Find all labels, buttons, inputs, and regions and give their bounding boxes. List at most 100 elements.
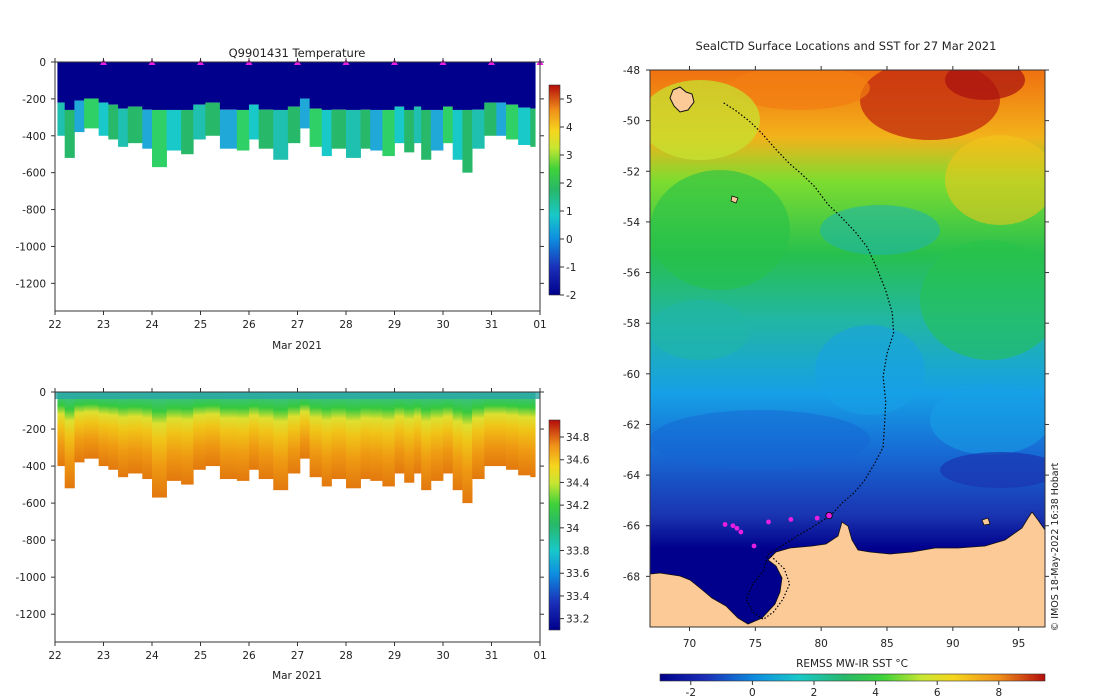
salinity-profile-column <box>273 392 289 491</box>
salinity-colorbar-label: 33.4 <box>566 591 590 603</box>
temperature-deep-layer <box>413 106 422 144</box>
temperature-profile-column <box>394 62 405 144</box>
temperature-colorbar-label: 4 <box>566 122 573 134</box>
temperature-deep-layer <box>118 108 129 147</box>
map-colorbar-label: 2 <box>811 687 818 699</box>
map-ytick-label: -52 <box>623 166 640 178</box>
salinity-profile-column <box>287 392 301 474</box>
salinity-profile-column <box>108 392 119 470</box>
salinity-ytick-label: -200 <box>22 424 46 436</box>
temperature-cold-layer <box>219 62 238 110</box>
salinity-profile-column <box>452 392 463 491</box>
map-ytick-label: -68 <box>623 571 640 583</box>
salinity-profile-column <box>98 392 109 467</box>
temperature-profile-column <box>530 62 536 147</box>
salinity-xtick-label: 24 <box>145 650 159 662</box>
temperature-ytick-label: -600 <box>22 168 46 180</box>
temperature-deep-layer <box>462 109 473 173</box>
temperature-profiles <box>57 62 536 173</box>
salinity-profile-column <box>394 392 405 474</box>
temperature-profile-column <box>421 62 432 160</box>
temperature-colorbar-label: -1 <box>566 262 576 274</box>
salinity-colorbar-label: 34.8 <box>566 432 589 444</box>
temperature-cold-layer <box>205 62 221 103</box>
temperature-deep-layer <box>382 109 395 157</box>
temperature-cold-layer <box>118 62 129 109</box>
salinity-profile-column <box>530 392 536 478</box>
salinity-profile-column <box>382 392 395 487</box>
temperature-cold-layer <box>236 62 250 110</box>
temperature-cold-layer <box>518 62 531 108</box>
map-colorbar-label: 0 <box>749 687 756 699</box>
map-ytick-label: -66 <box>623 521 640 533</box>
temperature-cold-layer <box>443 62 454 107</box>
salinity-profile-column <box>506 392 519 470</box>
temperature-cold-layer <box>142 62 153 110</box>
temperature-profile-column <box>236 62 250 151</box>
temperature-y-axis: 0 -200 -400 -600 -800 -1000 -1200 <box>15 57 544 290</box>
temperature-xtick-label: 23 <box>97 319 110 331</box>
temperature-title: Q9901431 Temperature <box>229 46 366 60</box>
temperature-profile-column <box>98 62 109 136</box>
map-frame <box>649 69 1046 628</box>
temperature-xtick-label: 01 <box>533 319 546 331</box>
temperature-deep-layer <box>404 109 415 153</box>
temperature-ytick-label: -800 <box>22 205 46 217</box>
surface-location-point <box>814 515 820 521</box>
salinity-x-axis: 22 23 24 25 26 27 28 29 30 31 01 <box>48 388 547 662</box>
temperature-profile-column <box>152 62 167 168</box>
salinity-profile-column <box>166 392 182 481</box>
map-ytick-label: -58 <box>623 318 640 330</box>
temperature-cold-layer <box>382 62 395 110</box>
salinity-ytick-label: -1200 <box>15 609 46 621</box>
salinity-colorbar-label: 34.6 <box>566 455 590 467</box>
surface-location-point <box>730 523 736 529</box>
temperature-deep-layer <box>452 109 463 160</box>
temperature-deep-layer <box>331 109 347 149</box>
temperature-cold-layer <box>258 62 274 110</box>
attribution: © IMOS 18-May-2022 16:38 Hobart <box>1050 462 1061 631</box>
temperature-profile-column <box>193 62 206 140</box>
temperature-colorbar-label: 2 <box>566 178 573 190</box>
temperature-ytick-label: 0 <box>39 57 46 69</box>
salinity-profile-column <box>462 392 473 504</box>
temperature-profile-column <box>506 62 519 140</box>
island-kerguelen <box>669 86 695 113</box>
surface-location-point <box>738 529 744 535</box>
salinity-colorbar <box>548 419 561 631</box>
temperature-ytick-label: -1000 <box>15 241 46 253</box>
temperature-cold-layer <box>166 62 182 110</box>
salinity-profile-column <box>518 392 531 476</box>
temperature-cold-layer <box>370 62 383 110</box>
map-ytick-label: -50 <box>623 116 640 128</box>
salinity-panel: 0 -200 -400 -600 -800 -1000 -1200 22 23 24 25 26 27… <box>15 387 589 682</box>
temperature-deep-layer <box>98 102 109 136</box>
salinity-profile-column <box>249 392 260 470</box>
map-ytick-label: -54 <box>623 217 640 229</box>
salinity-profile-column <box>74 392 85 463</box>
temperature-deep-layer <box>346 109 361 158</box>
salinity-profile-column <box>472 392 485 480</box>
salinity-profile-column <box>309 392 323 478</box>
map-ytick-label: -64 <box>623 470 640 482</box>
salinity-xtick-label: 30 <box>436 650 449 662</box>
temperature-deep-layer <box>443 106 454 144</box>
salinity-profile-column <box>258 392 274 480</box>
temperature-cold-layer <box>273 62 289 110</box>
temperature-colorbar-label: 0 <box>566 234 573 246</box>
salinity-profile-column <box>118 392 129 478</box>
salinity-profile-column <box>299 392 311 459</box>
map-colorbar-label: REMSS MW-IR SST °C <box>796 658 908 670</box>
temperature-deep-layer <box>249 104 260 140</box>
temperature-profile-column <box>331 62 347 149</box>
salinity-ytick-label: -800 <box>22 535 46 547</box>
salinity-profile-column <box>127 392 143 474</box>
temperature-deep-layer <box>64 109 75 158</box>
salinity-xtick-label: 25 <box>194 650 207 662</box>
salinity-profile-column <box>443 392 454 474</box>
temperature-profile-column <box>108 62 119 140</box>
temperature-colorbar <box>548 84 561 296</box>
temperature-cold-layer <box>152 62 167 110</box>
map-x-axis: 70 75 80 85 90 95 <box>683 66 1025 650</box>
temperature-deep-layer <box>472 109 485 149</box>
